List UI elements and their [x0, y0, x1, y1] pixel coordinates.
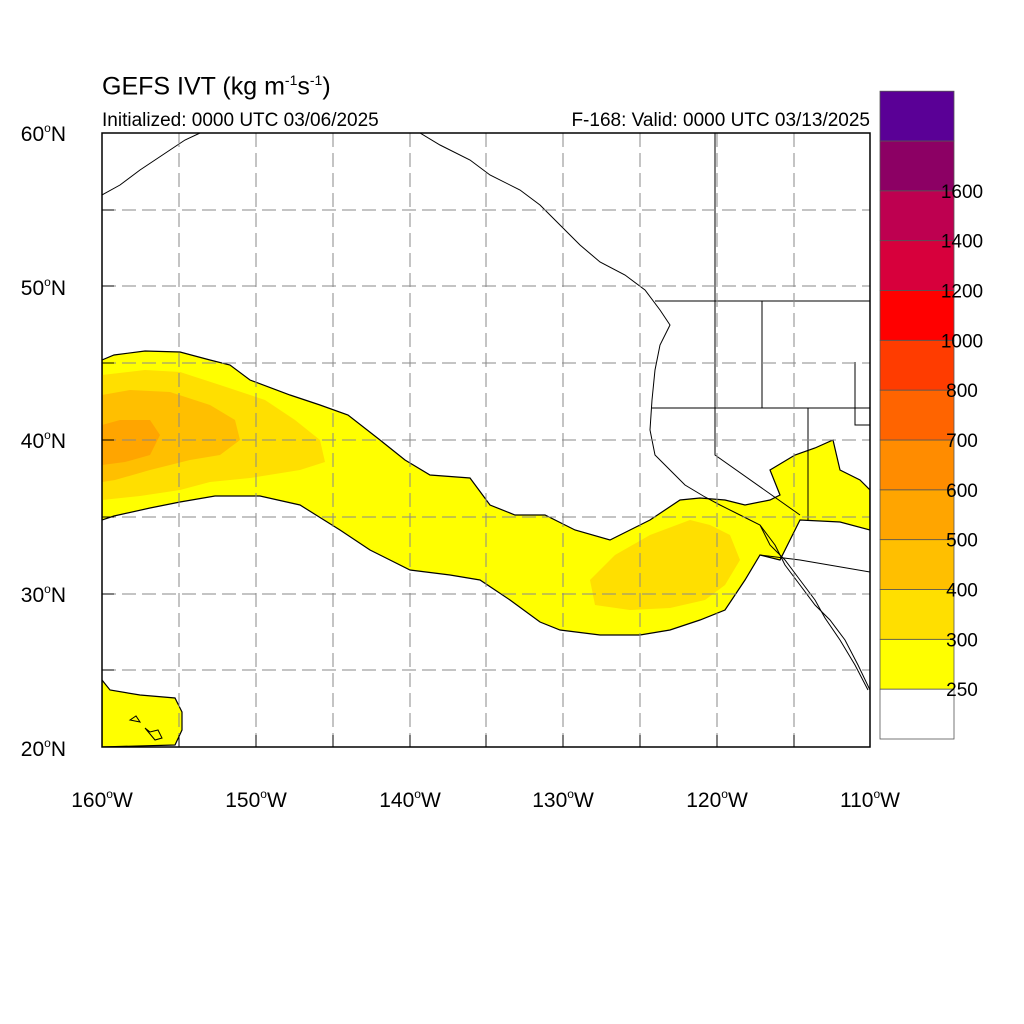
lon-labels: 160oW 150oW 140oW 130oW 120oW 110oW — [71, 787, 900, 812]
lon-label: 160oW — [71, 787, 133, 812]
lon-label: 120oW — [686, 787, 748, 812]
ivt-contour-400 — [102, 390, 240, 482]
colorbar-label: 400 — [946, 581, 978, 602]
us-state-border-3 — [761, 301, 870, 520]
colorbar-box — [879, 439, 955, 491]
colorbar-label: 1600 — [941, 182, 983, 203]
ivt-contour-300-b — [590, 520, 740, 610]
colorbar-label: 500 — [946, 531, 978, 552]
alaska-coast — [102, 133, 201, 196]
valid-time: F-168: Valid: 0000 UTC 03/13/2025 — [571, 110, 870, 131]
colorbar-box — [879, 190, 955, 242]
colorbar-label: 600 — [946, 481, 978, 502]
lat-label: 40oN — [21, 428, 66, 453]
colorbar-box — [879, 240, 955, 291]
lon-label: 150oW — [225, 787, 287, 812]
lon-label: 110oW — [840, 787, 900, 812]
ivt-contour-500 — [102, 420, 160, 465]
mexico-border — [759, 554, 870, 573]
lat-label: 50oN — [21, 275, 66, 300]
colorbar-box — [879, 688, 955, 740]
colorbar-box — [879, 339, 955, 391]
lon-label: 130oW — [532, 787, 594, 812]
colorbar-label: 1000 — [941, 331, 983, 352]
colorbar — [879, 90, 955, 740]
colorbar-label: 250 — [946, 680, 978, 701]
colorbar-box — [879, 140, 955, 192]
lat-label: 20oN — [21, 736, 66, 761]
colorbar-label: 300 — [946, 630, 978, 651]
colorbar-label: 700 — [946, 431, 978, 452]
gridlines — [102, 133, 870, 747]
colorbar-label: 1400 — [941, 232, 983, 253]
colorbar-label: 800 — [946, 381, 978, 402]
initialized-time: Initialized: 0000 UTC 03/06/2025 — [102, 110, 379, 131]
lon-label: 140oW — [379, 787, 441, 812]
colorbar-box — [879, 290, 955, 341]
us-state-border-2 — [714, 133, 801, 516]
lat-labels: 60oN 50oN 40oN 30oN 20oN — [21, 121, 66, 761]
lat-label: 60oN — [21, 121, 66, 146]
colorbar-box — [879, 90, 955, 142]
colorbar-box — [879, 638, 955, 690]
colorbar-labels: 250 300 400 500 600 700 800 1000 1200 1400 1600 — [941, 182, 983, 701]
colorbar-box — [879, 539, 955, 590]
colorbar-box — [879, 389, 955, 441]
colorbar-box — [879, 589, 955, 640]
ivt-fill-layer — [102, 350, 870, 747]
colorbar-box — [879, 489, 955, 540]
map-title: GEFS IVT (kg m-1s-1) — [102, 72, 331, 101]
ivt-contour-250-hawaii — [102, 679, 183, 747]
hawaii-islands — [128, 715, 163, 741]
baja-coast — [759, 524, 869, 691]
coastline — [419, 133, 870, 691]
coastline-layer — [102, 133, 870, 741]
colorbar-label: 1200 — [941, 282, 983, 303]
lat-label: 30oN — [21, 582, 66, 607]
axis-ticks — [101, 132, 871, 748]
